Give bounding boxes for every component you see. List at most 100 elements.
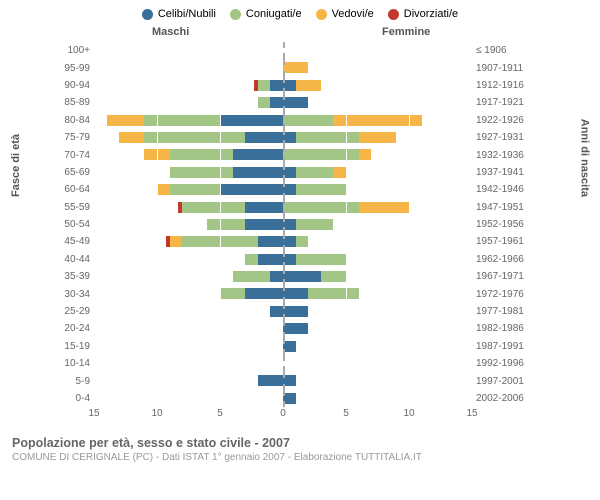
- bar-segment: [296, 183, 346, 196]
- bar-segment: [182, 201, 245, 214]
- birth-year-label: 2002-2006: [472, 393, 528, 404]
- gridline: [157, 59, 158, 76]
- bar-segment: [308, 287, 358, 300]
- bar-area: [94, 285, 472, 302]
- gridline: [472, 129, 473, 146]
- gridline: [220, 390, 221, 407]
- age-label: 50-54: [60, 219, 94, 230]
- bar-segment: [283, 148, 359, 161]
- bar-segment: [283, 270, 321, 283]
- bar-segment: [258, 235, 283, 248]
- bar-segment: [333, 166, 346, 179]
- zero-line: [283, 94, 285, 111]
- zero-line: [283, 112, 285, 129]
- birth-year-label: 1987-1991: [472, 341, 528, 352]
- female-bars: [283, 390, 472, 407]
- bar-segment: [245, 253, 258, 266]
- gridline: [220, 77, 221, 94]
- birth-year-label: 1982-1986: [472, 323, 528, 334]
- gridline: [472, 42, 473, 59]
- female-bars: [283, 164, 472, 181]
- age-row: 20-24 1982-1986: [60, 320, 528, 337]
- birth-year-label: 1947-1951: [472, 202, 528, 213]
- gridline: [94, 199, 95, 216]
- bar-segment: [296, 235, 309, 248]
- age-row: 55-59 1947-1951: [60, 199, 528, 216]
- x-tick: 0: [280, 408, 286, 419]
- gridline: [472, 251, 473, 268]
- gridline: [346, 199, 347, 216]
- age-row: 40-441962-1966: [60, 251, 528, 268]
- bar-segment: [107, 114, 145, 127]
- birth-year-label: 1937-1941: [472, 167, 528, 178]
- age-row: 65-691937-1941: [60, 164, 528, 181]
- gridline: [472, 338, 473, 355]
- gridline: [157, 251, 158, 268]
- age-label: 70-74: [60, 150, 94, 161]
- legend-label: Celibi/Nubili: [158, 8, 216, 20]
- age-label: 40-44: [60, 254, 94, 265]
- gridline: [346, 112, 347, 129]
- bar-area: [94, 59, 472, 76]
- age-row: 75-791927-1931: [60, 129, 528, 146]
- gridline: [409, 146, 410, 163]
- bar-area: [94, 42, 472, 59]
- gridline: [157, 390, 158, 407]
- header-male: Maschi: [152, 26, 189, 38]
- x-tick: 10: [403, 408, 414, 419]
- female-bars: [283, 268, 472, 285]
- age-label: 90-94: [60, 80, 94, 91]
- bar-area: [94, 164, 472, 181]
- bar-segment: [220, 287, 245, 300]
- birth-year-label: 1942-1946: [472, 184, 528, 195]
- gridline: [409, 129, 410, 146]
- bar-segment: [296, 79, 321, 92]
- gridline: [472, 199, 473, 216]
- female-bars: [283, 129, 472, 146]
- x-tick: 15: [466, 408, 477, 419]
- female-bars: [283, 233, 472, 250]
- gridline: [94, 268, 95, 285]
- age-row: 10-141992-1996: [60, 355, 528, 372]
- gridline: [472, 59, 473, 76]
- bar-area: [94, 355, 472, 372]
- gridline: [346, 372, 347, 389]
- gridline: [94, 77, 95, 94]
- age-label: 10-14: [60, 358, 94, 369]
- male-bars: [94, 77, 283, 94]
- gridline: [346, 42, 347, 59]
- bar-segment: [144, 114, 220, 127]
- gridline: [220, 233, 221, 250]
- bar-area: [94, 112, 472, 129]
- gridline: [94, 216, 95, 233]
- gridline: [472, 390, 473, 407]
- zero-line: [283, 129, 285, 146]
- birth-year-label: 1952-1956: [472, 219, 528, 230]
- age-row: 90-941912-1916: [60, 77, 528, 94]
- footer: Popolazione per età, sesso e stato civil…: [12, 436, 588, 463]
- gridline: [94, 59, 95, 76]
- male-bars: [94, 390, 283, 407]
- gridline: [346, 164, 347, 181]
- rows-container: 100+≤ 190695-991907-191190-941912-191685…: [60, 42, 528, 408]
- female-bars: [283, 251, 472, 268]
- gridline: [94, 390, 95, 407]
- zero-line: [283, 251, 285, 268]
- gridline: [157, 146, 158, 163]
- age-label: 95-99: [60, 63, 94, 74]
- gridline: [220, 112, 221, 129]
- bar-segment: [283, 322, 308, 335]
- gridline: [220, 268, 221, 285]
- age-label: 55-59: [60, 202, 94, 213]
- gridline: [220, 146, 221, 163]
- gridline: [220, 59, 221, 76]
- bar-area: [94, 216, 472, 233]
- gridline: [346, 320, 347, 337]
- bar-segment: [283, 114, 333, 127]
- gender-headers: Maschi Femmine: [12, 26, 588, 42]
- male-bars: [94, 268, 283, 285]
- bar-segment: [157, 183, 170, 196]
- age-label: 20-24: [60, 323, 94, 334]
- gridline: [346, 390, 347, 407]
- gridline: [157, 216, 158, 233]
